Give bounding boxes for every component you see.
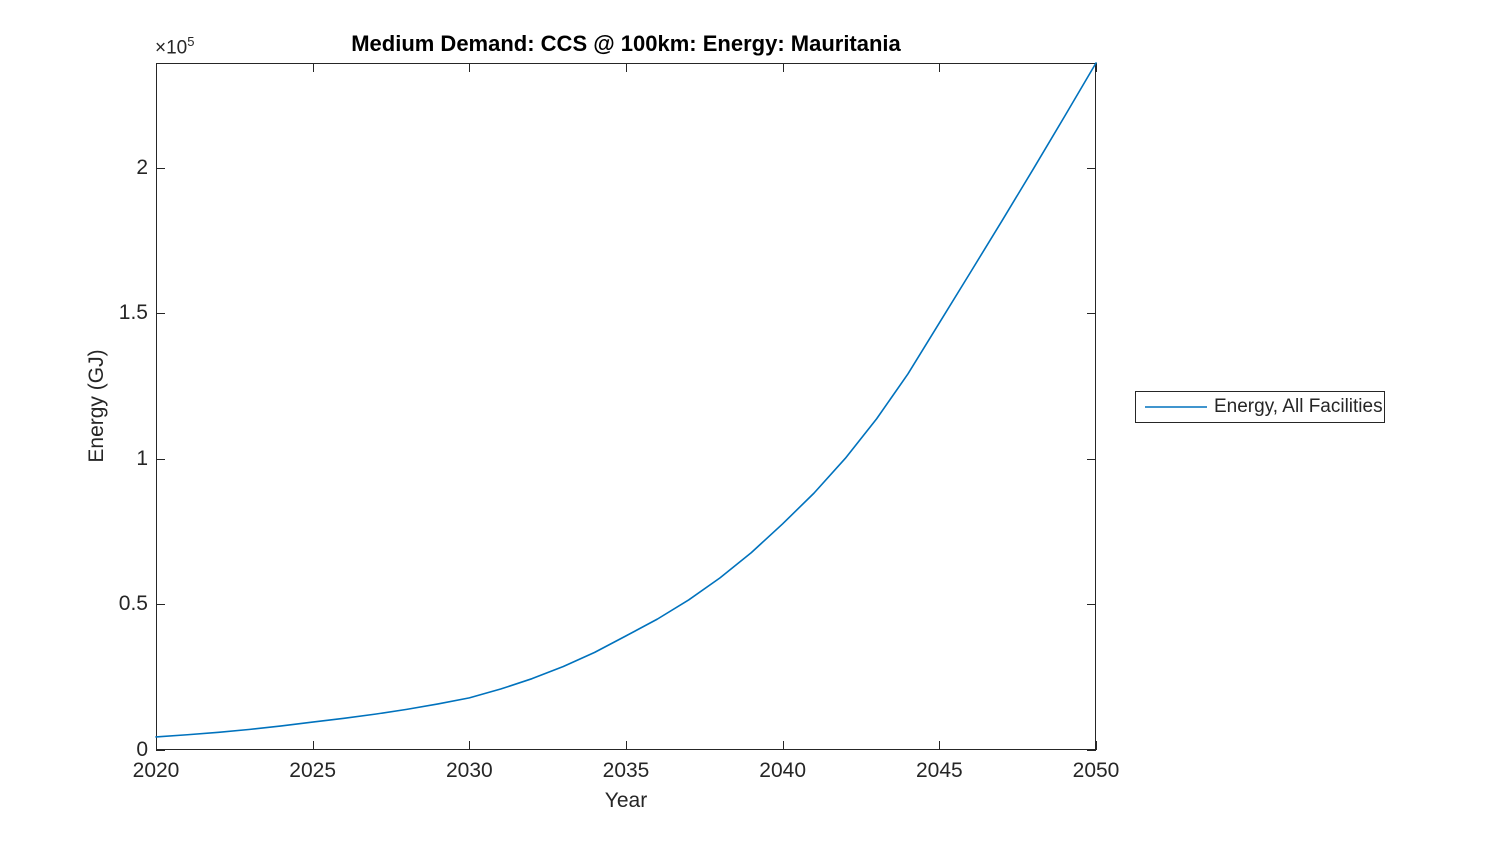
x-tick-label: 2035 [602,759,650,782]
y-axis-exponent-power: 5 [187,34,195,49]
chart-title: Medium Demand: CCS @ 100km: Energy: Maur… [351,31,901,56]
axes-box [156,63,1096,750]
y-tick-label: 1 [136,446,148,470]
y-axis-label: Energy (GJ) [85,349,108,463]
y-axis-exponent-base: ×10 [155,37,188,59]
series-line [155,62,1097,738]
x-axis-label: Year [604,789,648,812]
y-tick-label: 2 [136,155,148,179]
legend-line-sample-icon [1145,406,1207,408]
y-tick-label: 1.5 [118,301,148,325]
y-tick-label: 0 [136,738,148,761]
legend-entry-label: Energy, All Facilities [1214,396,1383,417]
y-axis-exponent: ×105 [155,34,194,59]
x-tick-label: 2040 [759,759,807,782]
x-tick-label: 2050 [1072,759,1120,782]
x-tick-label: 2025 [289,759,337,782]
legend: Energy, All Facilities [1135,391,1385,423]
x-tick-label: 2030 [445,759,493,782]
x-tick-label: 2045 [915,759,963,782]
x-tick-label: 2020 [132,759,180,782]
y-tick-label: 0.5 [118,592,148,616]
